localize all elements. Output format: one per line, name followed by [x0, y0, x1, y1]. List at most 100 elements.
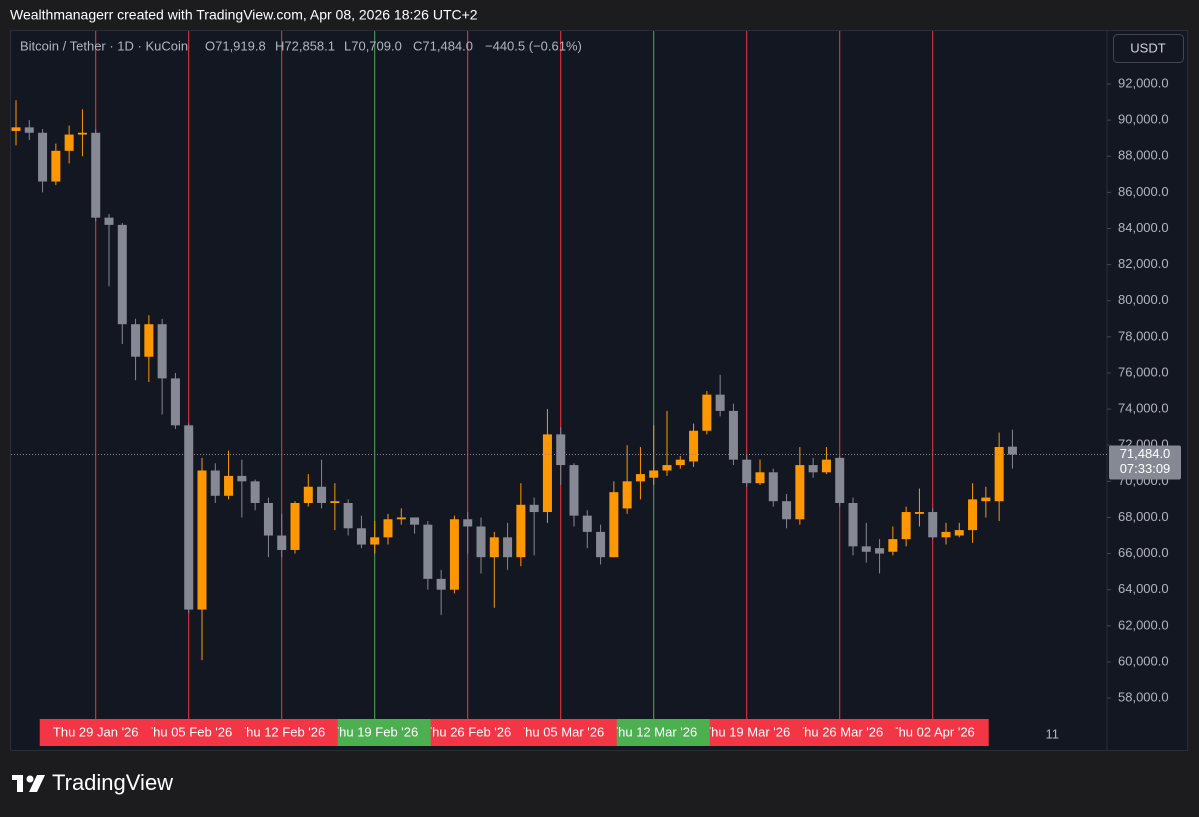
candle-body — [702, 394, 712, 431]
candle-body — [742, 459, 752, 484]
legend-open: O71,919.8 — [205, 38, 266, 53]
candle-body — [370, 537, 380, 545]
candle-body — [635, 474, 645, 482]
legend-change: −440.5 (−0.61%) — [485, 38, 582, 53]
date-label: Thu 05 Feb '26 — [145, 724, 232, 739]
candle-body — [728, 410, 738, 460]
candle-body — [928, 512, 938, 538]
logo-slash — [29, 775, 45, 792]
date-label: Thu 05 Mar '26 — [517, 724, 604, 739]
candles — [11, 100, 1107, 661]
date-label: Thu 12 Mar '26 — [610, 724, 697, 739]
candle-body — [157, 324, 167, 379]
y-tick-label: 82,000.0 — [1118, 256, 1169, 271]
legend-low: L70,709.0 — [344, 38, 402, 53]
date-label: Thu 02 Apr '26 — [891, 724, 975, 739]
candle-body — [994, 447, 1004, 502]
candle-body — [117, 224, 127, 325]
logo-stem — [17, 775, 23, 792]
price-label: 71,484.0 — [1120, 446, 1171, 461]
candle-body — [210, 470, 220, 496]
legend-symbol: Bitcoin / Tether · 1D · KuCoin — [20, 38, 188, 53]
candle-body — [503, 537, 513, 558]
date-label: Thu 19 Feb '26 — [331, 724, 418, 739]
currency-label: USDT — [1130, 40, 1165, 55]
candle-body — [303, 486, 313, 504]
y-tick-label: 84,000.0 — [1118, 220, 1169, 235]
candle-body — [423, 524, 433, 579]
candle-body — [224, 475, 234, 496]
vertical-markers — [95, 31, 934, 719]
candle-body — [237, 475, 247, 482]
candle-body — [11, 127, 21, 131]
candle-body — [954, 530, 964, 536]
candle-body — [848, 503, 858, 547]
candle-body — [821, 459, 831, 473]
y-tick-label: 58,000.0 — [1118, 689, 1169, 704]
price-label-box — [1109, 445, 1181, 480]
date-label: Thu 12 Feb '26 — [238, 724, 325, 739]
candle-body — [795, 465, 805, 520]
candle-body — [250, 481, 260, 504]
candle-body — [330, 501, 340, 504]
currency-button[interactable] — [1113, 34, 1184, 63]
candle-body — [91, 132, 101, 218]
candle-body — [396, 517, 406, 520]
y-tick-label: 74,000.0 — [1118, 401, 1169, 416]
candle-body — [808, 465, 818, 473]
price-axis: 58,000.0 60,000.0 62,000.0 64,000.0 66,000.0… — [1107, 75, 1181, 704]
date-label: Thu 19 Mar '26 — [703, 724, 790, 739]
candle-body — [622, 481, 632, 509]
candle-body — [197, 470, 207, 610]
candle-body — [64, 134, 74, 151]
y-tick-label: 68,000.0 — [1118, 509, 1169, 524]
candle-body — [875, 548, 885, 554]
candle-body — [901, 512, 911, 540]
y-tick-label: 78,000.0 — [1118, 328, 1169, 343]
candle-body — [184, 425, 194, 610]
candle-body — [356, 528, 366, 545]
candle-body — [38, 132, 48, 182]
date-label: Thu 26 Mar '26 — [796, 724, 883, 739]
candle-body — [277, 535, 287, 550]
legend-high: H72,858.1 — [275, 38, 335, 53]
caption: Wealthmanagerr created with TradingView.… — [10, 7, 478, 23]
candle-body — [914, 512, 924, 514]
brand: TradingView — [52, 770, 173, 795]
date-label-box — [39, 719, 152, 746]
y-tick-label: 90,000.0 — [1118, 112, 1169, 127]
candle-body — [662, 465, 672, 471]
date-label: Thu 26 Feb '26 — [424, 724, 511, 739]
legend: Bitcoin / Tether · 1D · KuCoin O71,919.8… — [20, 38, 582, 53]
date-labels: Thu 02 Apr '26 Thu 26 Mar '26 Thu 19 Mar '… — [39, 719, 1059, 746]
candle-body — [835, 457, 845, 504]
candle-body — [436, 578, 446, 590]
candle-body — [516, 504, 526, 558]
candle-body — [861, 546, 871, 552]
candle-body — [888, 539, 898, 552]
candle-body — [582, 515, 592, 532]
candle-body — [104, 217, 114, 225]
y-tick-label: 62,000.0 — [1118, 617, 1169, 632]
candle-body — [768, 472, 778, 502]
y-tick-label: 86,000.0 — [1118, 184, 1169, 199]
candle-body — [755, 472, 765, 484]
candle-body — [689, 430, 699, 462]
candle-body — [317, 486, 327, 504]
candle-body — [144, 324, 154, 357]
y-tick-label: 80,000.0 — [1118, 292, 1169, 307]
y-tick-label: 64,000.0 — [1118, 581, 1169, 596]
candle-body — [51, 150, 61, 182]
candle-body — [410, 517, 420, 525]
candle-body — [569, 465, 579, 516]
logo — [12, 775, 45, 792]
candle-body — [476, 526, 486, 558]
countdown: 07:33:09 — [1120, 461, 1171, 476]
candle-body — [131, 324, 141, 357]
candle-body — [715, 394, 725, 411]
candle-body — [675, 459, 685, 466]
candle-body — [529, 504, 539, 513]
y-tick-label: 76,000.0 — [1118, 364, 1169, 379]
